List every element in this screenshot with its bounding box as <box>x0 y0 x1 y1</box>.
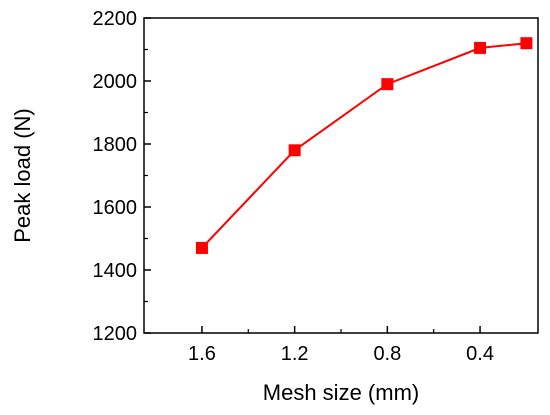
series-layer <box>195 37 533 254</box>
data-point <box>520 37 533 50</box>
y-axis-ticks: 1200 1400 1600 1800 2000 2200 <box>93 8 151 345</box>
y-tick-label: 1800 <box>93 134 138 156</box>
x-axis-title: Mesh size (mm) <box>263 380 419 405</box>
data-point <box>195 241 208 254</box>
y-tick-label: 2000 <box>93 71 138 93</box>
x-tick-label: 1.6 <box>188 343 216 365</box>
x-axis-ticks: 1.6 1.2 0.8 0.4 <box>188 326 494 365</box>
data-point <box>381 78 394 91</box>
series-line <box>201 42 527 249</box>
data-point <box>288 144 301 157</box>
y-tick-label: 1600 <box>93 197 138 219</box>
plot-frame <box>143 17 539 334</box>
x-tick-label: 0.8 <box>373 343 401 365</box>
y-tick-label: 1200 <box>93 323 138 345</box>
data-point <box>474 41 487 54</box>
y-tick-label: 2200 <box>93 8 138 30</box>
x-tick-label: 0.4 <box>466 343 494 365</box>
x-tick-label: 1.2 <box>281 343 309 365</box>
y-axis-title: Peak load (N) <box>10 108 35 243</box>
y-tick-label: 1400 <box>93 260 138 282</box>
